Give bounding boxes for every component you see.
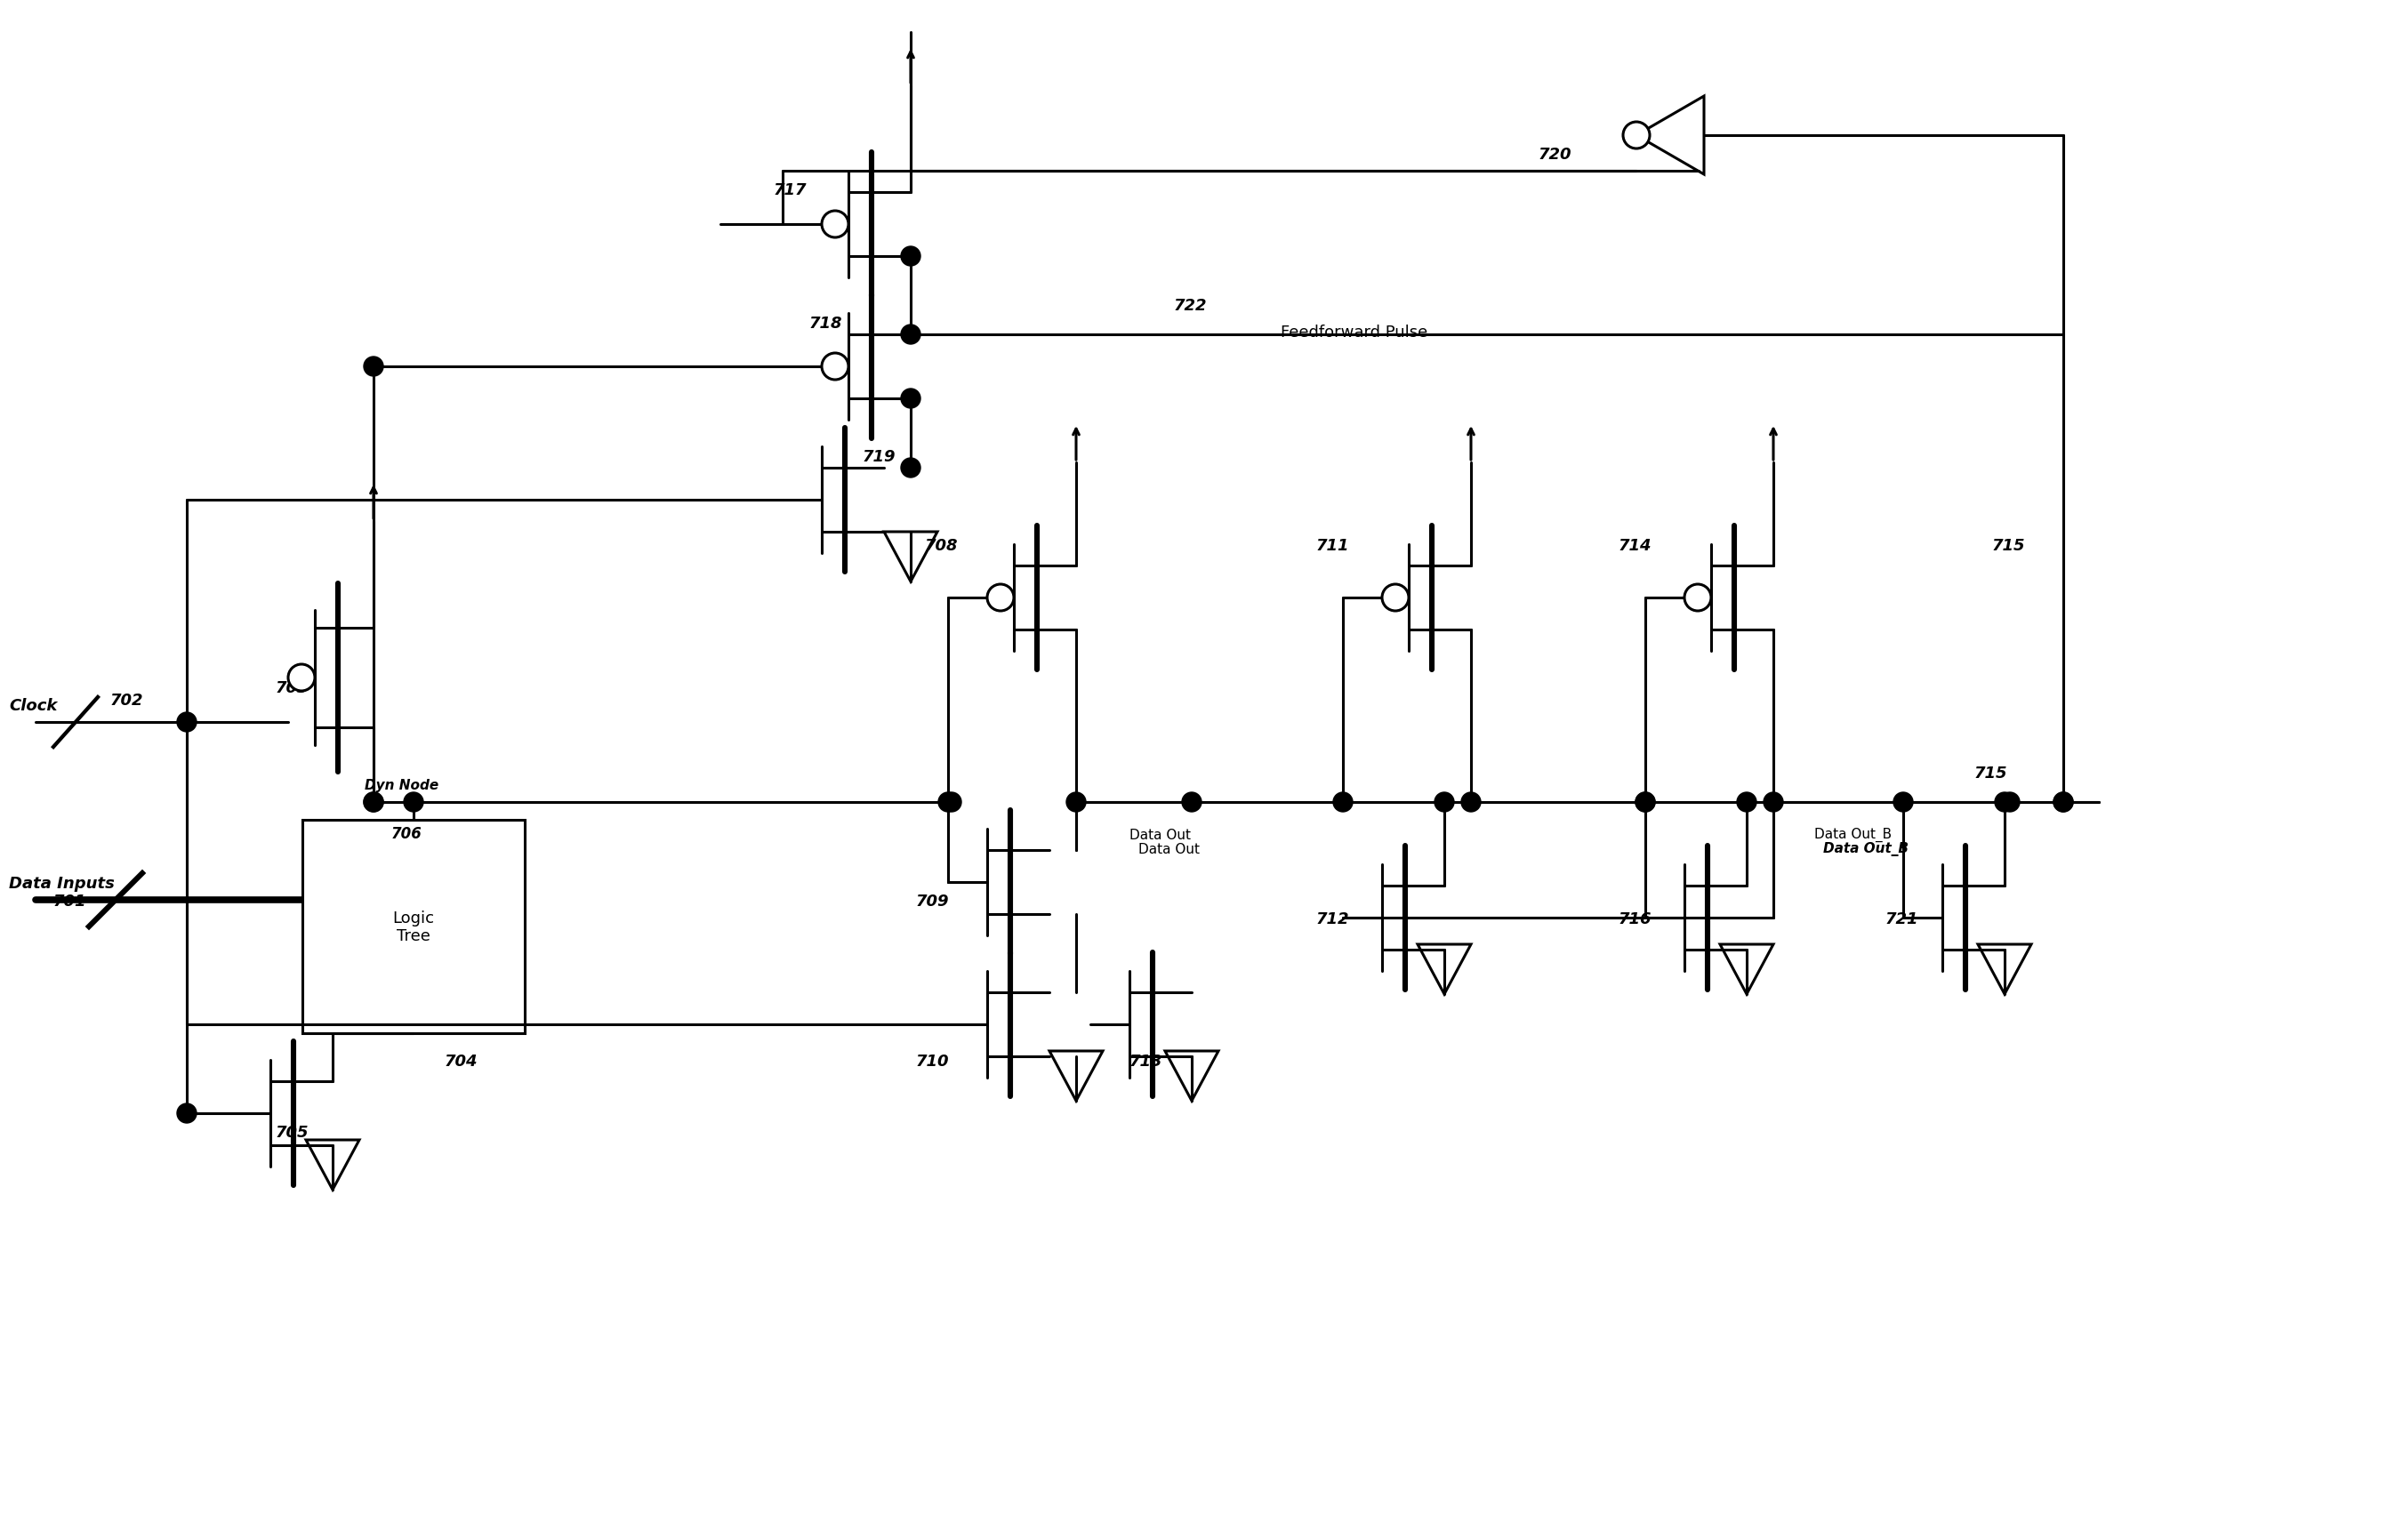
Circle shape: [1382, 585, 1408, 611]
Text: 722: 722: [1174, 297, 1208, 314]
Circle shape: [1461, 793, 1480, 812]
Circle shape: [1182, 793, 1201, 812]
Text: 706: 706: [391, 825, 422, 841]
Circle shape: [900, 390, 921, 408]
Circle shape: [1635, 793, 1654, 812]
Text: 704: 704: [444, 1053, 477, 1069]
Circle shape: [363, 357, 384, 377]
Text: 701: 701: [53, 893, 86, 909]
Circle shape: [1738, 793, 1757, 812]
Text: Data Inputs: Data Inputs: [10, 875, 115, 892]
Text: 703: 703: [275, 679, 308, 696]
Circle shape: [1067, 793, 1086, 812]
Circle shape: [403, 793, 422, 812]
Text: 709: 709: [917, 893, 950, 909]
Circle shape: [1435, 793, 1454, 812]
Text: Feedforward Pulse: Feedforward Pulse: [1282, 325, 1427, 340]
Text: 702: 702: [110, 693, 143, 708]
Circle shape: [938, 793, 957, 812]
Circle shape: [943, 793, 962, 812]
Circle shape: [900, 246, 921, 266]
Text: Clock: Clock: [10, 698, 57, 713]
Text: Data Out_B: Data Out_B: [1814, 827, 1893, 841]
Text: 711: 711: [1315, 537, 1349, 553]
Text: 712: 712: [1315, 910, 1349, 927]
Circle shape: [2000, 793, 2019, 812]
Text: Data Out: Data Out: [1129, 829, 1191, 841]
Text: 705: 705: [275, 1124, 308, 1140]
Circle shape: [289, 665, 315, 691]
Text: Logic
Tree: Logic Tree: [391, 910, 434, 944]
Text: 719: 719: [862, 448, 895, 465]
Circle shape: [1332, 793, 1353, 812]
Circle shape: [1893, 793, 1912, 812]
Text: 720: 720: [1540, 146, 1573, 163]
Text: 710: 710: [917, 1053, 950, 1069]
Circle shape: [2053, 793, 2072, 812]
Circle shape: [1996, 793, 2015, 812]
Circle shape: [1635, 793, 1654, 812]
Text: 708: 708: [924, 537, 957, 553]
Text: 717: 717: [773, 182, 807, 199]
Circle shape: [177, 1104, 196, 1123]
Circle shape: [1685, 585, 1711, 611]
Text: 718: 718: [809, 316, 843, 331]
Circle shape: [1764, 793, 1783, 812]
Circle shape: [821, 354, 847, 380]
Text: 716: 716: [1618, 910, 1652, 927]
Text: 715: 715: [1974, 765, 2007, 781]
Circle shape: [363, 793, 384, 812]
Circle shape: [1623, 123, 1649, 149]
Text: 721: 721: [1886, 910, 1919, 927]
Bar: [303, 821, 525, 1033]
Text: 715: 715: [1993, 537, 2027, 553]
Circle shape: [2053, 793, 2072, 812]
Text: 713: 713: [1129, 1053, 1162, 1069]
Circle shape: [363, 793, 384, 812]
Circle shape: [900, 325, 921, 345]
Text: 714: 714: [1618, 537, 1652, 553]
Text: Data Out: Data Out: [1139, 842, 1201, 856]
Circle shape: [177, 713, 196, 732]
Circle shape: [900, 459, 921, 477]
Text: Data Out_B: Data Out_B: [1824, 841, 1910, 856]
Circle shape: [821, 211, 847, 239]
Circle shape: [988, 585, 1014, 611]
Text: Dyn Node: Dyn Node: [365, 778, 439, 792]
